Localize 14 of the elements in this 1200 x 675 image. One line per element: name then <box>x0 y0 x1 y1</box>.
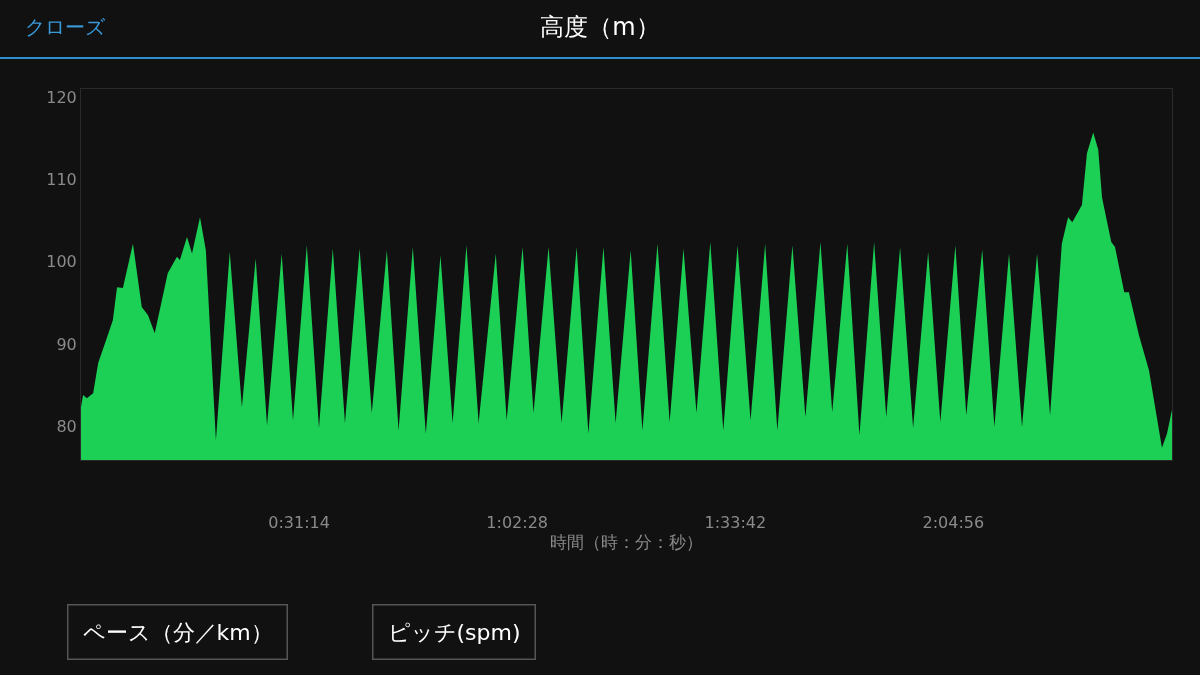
y-tick-label: 110 <box>46 170 77 190</box>
chart-title: 高度（m） <box>540 13 660 42</box>
y-tick-label: 100 <box>46 252 77 272</box>
x-tick-label: 1:33:42 <box>704 513 767 533</box>
text: ピッチ(spm) <box>387 619 521 645</box>
y-tick-label: 90 <box>56 334 77 354</box>
x-tick-label: 1:02:28 <box>486 513 549 533</box>
x-tick-label: 2:04:56 <box>922 513 985 533</box>
y-tick-label: 120 <box>46 87 77 107</box>
x-axis-title: 時間（時：分：秒） <box>550 531 703 552</box>
text: ペース（分／km） <box>82 619 273 645</box>
y-tick-label: 80 <box>56 416 77 436</box>
x-tick-label: 0:31:14 <box>268 513 330 533</box>
text: クローズ <box>25 15 106 39</box>
